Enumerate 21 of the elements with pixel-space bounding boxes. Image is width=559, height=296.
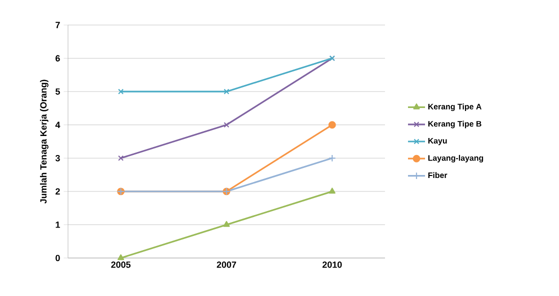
point <box>224 88 230 94</box>
y-tick-label: 1 <box>56 222 60 228</box>
point <box>118 254 124 260</box>
y-tick-label: 5 <box>56 88 60 95</box>
y-tick-label: 6 <box>56 55 60 62</box>
y-tick-label: 7 <box>56 22 60 28</box>
x-tick-label: 2007 <box>216 262 236 268</box>
point <box>328 188 336 194</box>
point <box>224 122 230 128</box>
point <box>118 88 124 94</box>
y-axis-title: Jumlah Tenaga Kerja (Orang) <box>40 80 48 204</box>
point <box>223 220 230 227</box>
point <box>328 154 336 162</box>
y-tick-label: 3 <box>55 154 60 162</box>
y-tick-label: 0 <box>56 254 60 262</box>
x-tick-label: 2005 <box>111 262 131 268</box>
point <box>118 155 124 161</box>
point <box>328 121 336 129</box>
y-tick-label: 2 <box>56 188 60 195</box>
y-tick-label: 4 <box>55 122 60 128</box>
x-tick-label: 2010 <box>322 262 342 268</box>
